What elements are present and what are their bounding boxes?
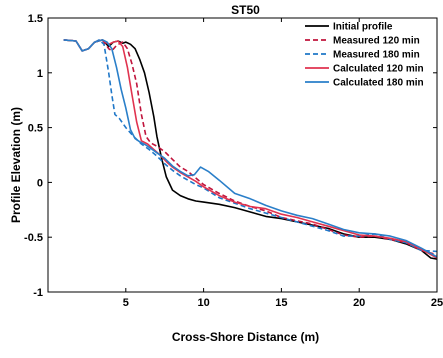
series-line-3 — [63, 39, 438, 259]
legend-label-0: Initial profile — [333, 22, 393, 33]
series-line-4 — [63, 39, 438, 258]
legend-label-4: Calculated 180 min — [333, 78, 424, 89]
chart-title: ST50 — [231, 3, 260, 17]
plot-frame — [47, 17, 438, 293]
x-tick-label: 5 — [123, 297, 129, 309]
axis-ticks: 5 10 15 20 25 -1 -0.5 0 0.5 1 1.5 — [24, 13, 443, 309]
legend-label-3: Calculated 120 min — [333, 64, 424, 75]
series-line-2 — [63, 39, 438, 253]
y-axis-title: Profile Elevation (m) — [9, 107, 23, 223]
series-lines — [63, 39, 438, 260]
y-tick-label: 0.5 — [28, 123, 43, 135]
x-tick-label: 20 — [353, 297, 365, 309]
y-tick-label: -1 — [33, 287, 43, 299]
y-tick-label: 0 — [37, 177, 43, 189]
x-axis-title: Cross-Shore Distance (m) — [172, 330, 319, 344]
legend-label-2: Measured 180 min — [333, 50, 420, 61]
legend-label-1: Measured 120 min — [333, 36, 420, 47]
x-tick-label: 25 — [431, 297, 443, 309]
x-tick-label: 10 — [197, 297, 209, 309]
y-tick-label: 1 — [37, 68, 43, 80]
series-line-1 — [63, 39, 438, 256]
y-tick-label: -0.5 — [24, 232, 43, 244]
legend: Initial profile Measured 120 min Measured … — [305, 22, 424, 89]
y-tick-label: 1.5 — [28, 13, 43, 25]
x-tick-label: 15 — [275, 297, 287, 309]
